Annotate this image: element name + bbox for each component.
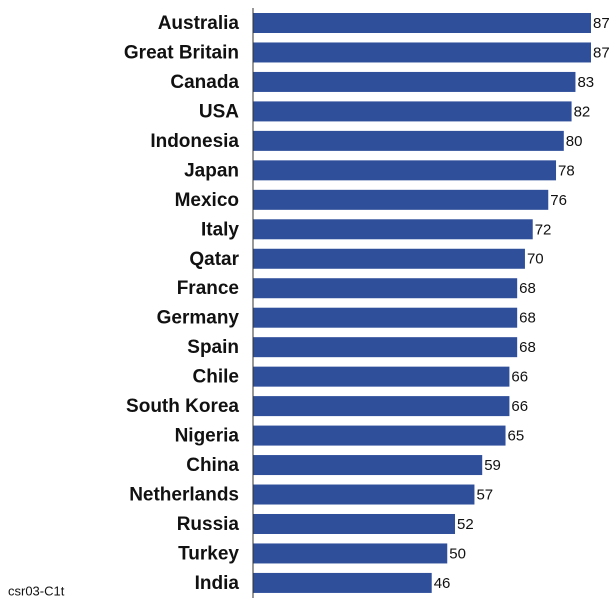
bar xyxy=(253,425,506,446)
bar xyxy=(253,160,557,181)
category-label: Italy xyxy=(201,219,239,240)
value-label: 68 xyxy=(519,310,536,327)
value-label: 78 xyxy=(558,162,575,179)
bar xyxy=(253,543,448,564)
value-label: 72 xyxy=(535,221,552,238)
bar xyxy=(253,396,510,417)
value-label: 50 xyxy=(449,545,466,562)
category-label: Netherlands xyxy=(129,485,239,506)
value-label: 52 xyxy=(457,516,474,533)
bar xyxy=(253,42,591,63)
value-label: 87 xyxy=(593,15,610,32)
bar xyxy=(253,248,525,269)
category-label: India xyxy=(195,573,240,594)
bar xyxy=(253,572,432,593)
bar xyxy=(253,13,591,33)
footnote: csr03-C1t xyxy=(8,583,65,598)
value-label: 76 xyxy=(550,192,567,209)
bar xyxy=(253,337,518,358)
category-label: Great Britain xyxy=(124,42,239,63)
category-label: USA xyxy=(199,101,239,122)
value-label: 46 xyxy=(434,575,451,592)
value-label: 59 xyxy=(484,457,501,474)
value-label: 83 xyxy=(577,74,594,91)
bar xyxy=(253,484,475,505)
value-label: 68 xyxy=(519,280,536,297)
bar xyxy=(253,513,456,534)
value-label: 82 xyxy=(574,103,591,120)
bar xyxy=(253,219,533,240)
bar xyxy=(253,71,576,92)
bar xyxy=(253,278,518,299)
category-label: Spain xyxy=(187,337,239,358)
value-label: 68 xyxy=(519,339,536,356)
value-label: 66 xyxy=(511,369,528,386)
category-label: China xyxy=(186,455,239,476)
bar xyxy=(253,130,564,151)
value-label: 57 xyxy=(476,486,493,503)
category-label: Indonesia xyxy=(150,131,239,152)
bar xyxy=(253,189,549,210)
value-label: 65 xyxy=(508,428,525,445)
bar xyxy=(253,101,572,122)
bar xyxy=(253,366,510,387)
value-label: 70 xyxy=(527,251,544,268)
category-label: Australia xyxy=(158,13,240,34)
category-label: Qatar xyxy=(189,249,239,270)
category-label: Mexico xyxy=(175,190,239,211)
bar xyxy=(253,455,483,476)
category-label: France xyxy=(177,278,239,299)
category-label: South Korea xyxy=(126,396,239,417)
category-label: Germany xyxy=(157,308,240,329)
value-label: 87 xyxy=(593,44,610,61)
category-label: Canada xyxy=(170,72,239,93)
category-label: Nigeria xyxy=(175,426,240,447)
value-label: 66 xyxy=(511,398,528,415)
category-label: Chile xyxy=(193,367,239,388)
category-label: Turkey xyxy=(178,543,239,564)
value-label: 80 xyxy=(566,133,583,150)
bar xyxy=(253,307,518,328)
category-label: Japan xyxy=(184,160,239,181)
category-label: Russia xyxy=(177,514,240,535)
